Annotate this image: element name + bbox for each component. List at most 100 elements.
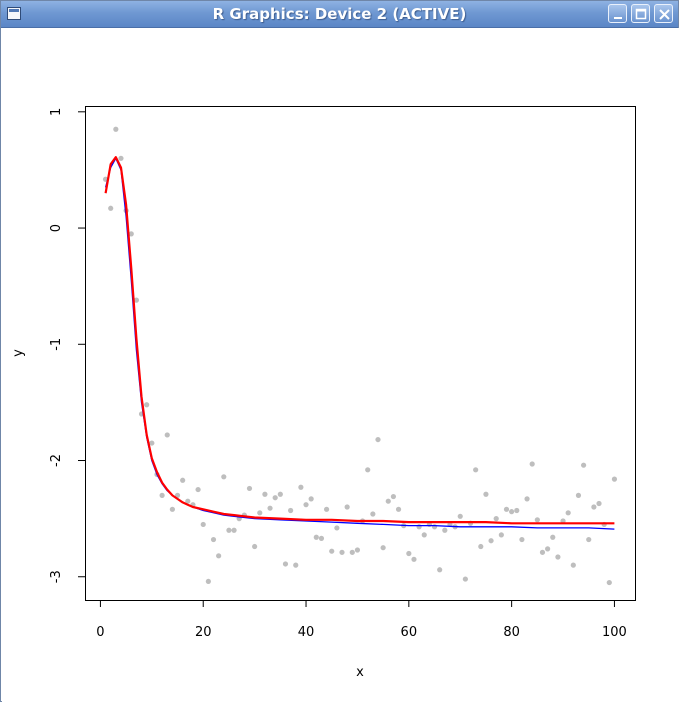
data-point <box>514 507 520 514</box>
data-point <box>406 550 412 557</box>
data-point <box>385 498 391 504</box>
y-tick-label: -3 <box>49 570 64 583</box>
data-point <box>282 561 289 567</box>
data-point <box>395 506 402 512</box>
data-point <box>591 504 597 510</box>
y-axis: -3 -2 -1 0 1 <box>49 108 86 583</box>
x-tick-label: 40 <box>298 625 315 640</box>
data-point <box>565 510 571 516</box>
data-point <box>174 492 181 498</box>
data-point <box>365 467 371 473</box>
data-point <box>323 506 330 512</box>
data-point <box>252 543 258 550</box>
maximize-button[interactable] <box>631 4 650 23</box>
data-point <box>344 504 350 510</box>
data-point <box>509 509 515 515</box>
maximize-icon <box>635 8 647 20</box>
y-axis-label: y <box>11 349 26 357</box>
data-point <box>272 495 278 501</box>
data-point <box>267 505 273 511</box>
data-point <box>354 547 361 553</box>
data-point <box>164 432 170 438</box>
minimize-button[interactable] <box>608 4 627 23</box>
data-point <box>339 549 345 555</box>
data-point <box>205 578 211 585</box>
data-point <box>303 502 309 508</box>
x-tick-label: 80 <box>503 625 520 640</box>
data-point <box>169 506 175 512</box>
data-point <box>246 485 253 492</box>
minimize-icon <box>614 17 622 19</box>
title-bar[interactable]: R Graphics: Device 2 (ACTIVE) <box>1 1 678 28</box>
red-fit-curve <box>104 156 615 525</box>
data-point <box>421 532 427 538</box>
close-icon <box>659 9 670 20</box>
close-button[interactable] <box>654 4 673 23</box>
window-title: R Graphics: Device 2 (ACTIVE) <box>212 5 467 23</box>
x-tick-label: 60 <box>401 625 418 640</box>
data-point <box>231 527 237 533</box>
data-point <box>375 436 381 443</box>
data-point <box>262 491 268 497</box>
data-point <box>149 440 155 446</box>
data-point <box>493 516 499 522</box>
data-point <box>298 484 304 490</box>
data-point <box>550 534 556 540</box>
x-axis-label: x <box>356 665 364 680</box>
y-tick-label: -2 <box>49 454 64 467</box>
data-point <box>210 536 217 543</box>
graphics-canvas: 0 20 40 60 80 100 -3 -2 -1 0 1 x y <box>2 28 679 702</box>
data-point <box>288 507 294 514</box>
data-point <box>473 467 479 473</box>
data-point <box>159 492 165 498</box>
data-point <box>390 493 397 500</box>
data-point <box>144 402 150 408</box>
data-point <box>457 513 463 519</box>
data-point <box>200 521 206 528</box>
x-tick-label: 0 <box>96 625 104 640</box>
data-point <box>478 543 484 550</box>
data-point <box>293 562 299 568</box>
window-menu-icon[interactable] <box>7 7 21 20</box>
data-point <box>226 527 232 533</box>
lines-layer <box>104 156 615 530</box>
data-point <box>529 461 535 467</box>
blue-fit-curve <box>104 157 615 530</box>
data-point <box>596 500 602 507</box>
scatter-plot: 0 20 40 60 80 100 -3 -2 -1 0 1 x y <box>11 106 636 680</box>
data-point <box>370 511 376 517</box>
data-point <box>277 491 283 497</box>
data-point <box>606 579 612 586</box>
data-point <box>534 517 540 523</box>
data-point <box>195 486 201 493</box>
data-point <box>221 474 227 480</box>
data-point <box>539 549 546 555</box>
data-point <box>308 496 314 502</box>
data-point <box>113 126 119 132</box>
data-point <box>380 545 386 551</box>
data-point <box>483 491 489 497</box>
data-point <box>570 562 576 568</box>
plot-box <box>85 106 636 601</box>
data-point <box>545 546 551 552</box>
data-point <box>503 506 510 512</box>
data-point <box>437 567 443 573</box>
data-point <box>349 549 355 555</box>
data-point <box>580 462 587 468</box>
data-point <box>133 297 140 303</box>
y-tick-label: 1 <box>49 108 64 116</box>
points-layer <box>102 126 618 586</box>
data-point <box>216 553 222 559</box>
data-point <box>108 205 114 211</box>
data-point <box>334 525 340 531</box>
y-tick-label: -1 <box>49 338 64 351</box>
data-point <box>118 155 124 161</box>
data-point <box>524 496 530 502</box>
data-point <box>611 476 618 482</box>
x-axis: 0 20 40 60 80 100 <box>96 600 627 640</box>
data-point <box>185 498 191 504</box>
x-tick-label: 20 <box>195 625 212 640</box>
data-point <box>575 492 582 498</box>
x-tick-label: 100 <box>602 625 627 640</box>
data-point <box>128 231 134 237</box>
